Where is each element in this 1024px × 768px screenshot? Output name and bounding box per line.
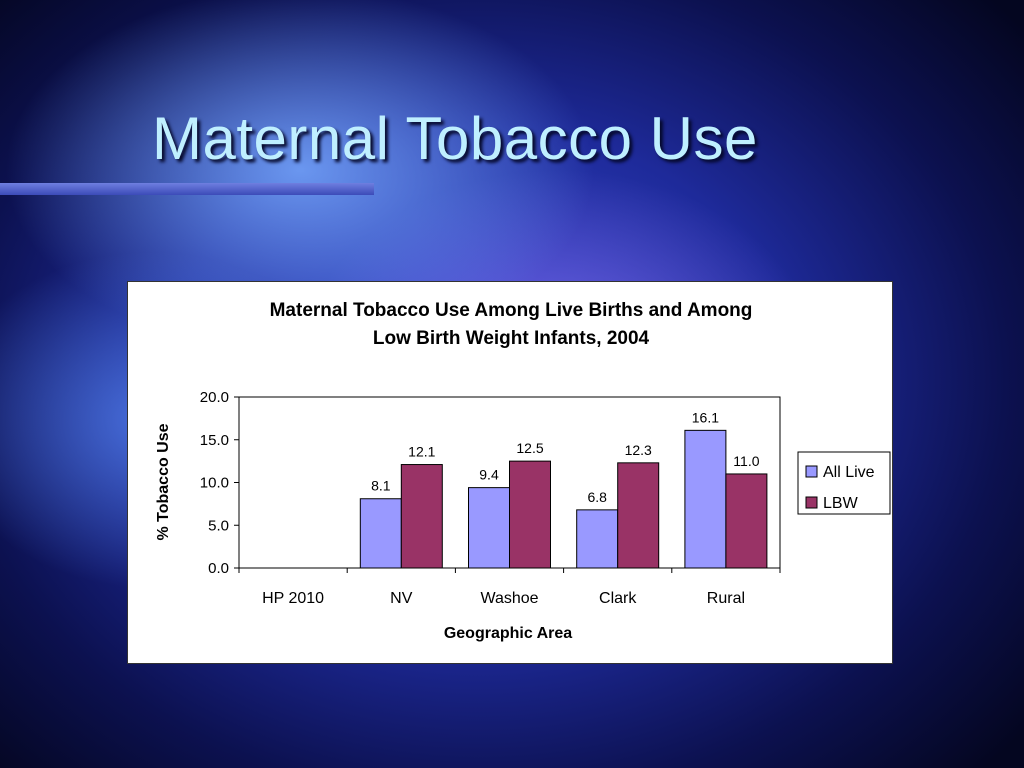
data-label: 6.8 — [587, 489, 607, 505]
slide-title: Maternal Tobacco Use — [152, 105, 758, 172]
data-label: 8.1 — [371, 478, 391, 494]
data-label: 12.1 — [408, 444, 435, 460]
x-category-label: Washoe — [480, 590, 538, 607]
bar-lbw — [400, 464, 443, 569]
x-category-label: NV — [390, 590, 413, 607]
data-label: 9.4 — [479, 467, 499, 483]
plot-area: 0.0 5.0 10.0 15.0 20.0 HP 2010 NV 8.1 12.1 Washoe… — [200, 389, 781, 607]
bar-all-live — [576, 509, 619, 569]
y-tick-label: 10.0 — [200, 475, 229, 492]
data-label: 12.3 — [625, 442, 652, 458]
x-category-label: Clark — [599, 590, 637, 607]
x-category-label: HP 2010 — [262, 590, 324, 607]
bar-all-live — [684, 429, 727, 569]
y-axis-title: % Tobacco Use — [155, 423, 172, 540]
bar-chart: Maternal Tobacco Use Among Live Births a… — [155, 300, 891, 642]
y-tick-label: 5.0 — [208, 517, 229, 534]
legend-swatch — [805, 465, 818, 478]
chart-title-line2: Low Birth Weight Infants, 2004 — [373, 328, 650, 349]
y-tick-label: 0.0 — [208, 560, 229, 577]
chart-title-line1: Maternal Tobacco Use Among Live Births a… — [270, 300, 753, 321]
bar-all-live — [359, 498, 402, 569]
bar-lbw — [617, 462, 660, 569]
bar-lbw — [509, 460, 551, 569]
chart-legend: All Live LBW — [797, 451, 891, 515]
legend-label: LBW — [823, 495, 859, 512]
data-label: 16.1 — [692, 409, 719, 425]
legend-label: All Live — [823, 464, 875, 481]
legend-swatch — [805, 496, 818, 509]
title-underline-bar — [0, 183, 374, 195]
bar-all-live — [468, 487, 510, 569]
data-label: 11.0 — [733, 453, 759, 469]
y-tick-label: 15.0 — [200, 432, 229, 449]
y-tick-label: 20.0 — [200, 389, 229, 406]
chart-container: Maternal Tobacco Use Among Live Births a… — [127, 281, 893, 664]
bar-lbw — [725, 473, 768, 569]
x-axis-title: Geographic Area — [444, 625, 572, 642]
x-category-label: Rural — [707, 590, 745, 607]
data-label: 12.5 — [516, 440, 543, 456]
